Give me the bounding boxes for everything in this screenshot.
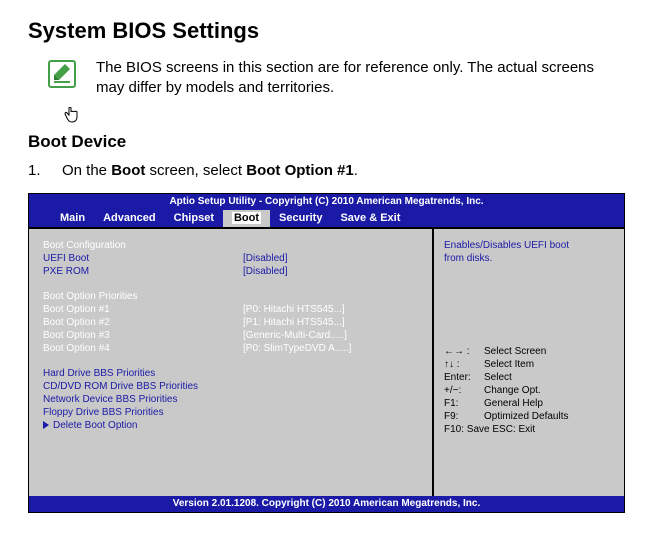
uefi-boot-label[interactable]: UEFI Boot — [43, 252, 243, 265]
step-text: On the Boot screen, select Boot Option #… — [62, 162, 624, 179]
bios-screenshot: Aptio Setup Utility - Copyright (C) 2010… — [28, 193, 625, 513]
step-bold-boot: Boot — [111, 162, 145, 179]
boot-config-head: Boot Configuration — [43, 239, 424, 252]
boot-opt-3-label[interactable]: Boot Option #3 — [43, 329, 243, 342]
key-arrows-h: ←→ : — [444, 345, 484, 358]
triangle-icon — [43, 421, 49, 429]
step-number: 1. — [28, 162, 62, 179]
boot-opt-4-label[interactable]: Boot Option #4 — [43, 342, 243, 355]
key-arrows-v-val: Select Item — [484, 358, 534, 371]
bios-tab-save-exit[interactable]: Save & Exit — [331, 210, 409, 227]
key-f9: F9: — [444, 410, 484, 423]
bios-tab-boot[interactable]: Boot — [223, 210, 270, 227]
net-bbs[interactable]: Network Device BBS Priorities — [43, 393, 424, 406]
boot-opt-1-value[interactable]: [P0: Hitachi HTS545...] — [243, 303, 345, 316]
hdd-bbs[interactable]: Hard Drive BBS Priorities — [43, 367, 424, 380]
bios-tab-main[interactable]: Main — [51, 210, 94, 227]
step-bold-option: Boot Option #1 — [246, 162, 354, 179]
floppy-bbs[interactable]: Floppy Drive BBS Priorities — [43, 406, 424, 419]
key-enter: Enter: — [444, 371, 484, 384]
bios-version-bar: Version 2.01.1208. Copyright (C) 2010 Am… — [29, 496, 624, 512]
key-arrows-v: ↑↓ : — [444, 358, 484, 371]
key-plusminus-val: Change Opt. — [484, 384, 541, 397]
bios-tab-security[interactable]: Security — [270, 210, 331, 227]
boot-opt-3-value[interactable]: [Generic-Multi-Card.....] — [243, 329, 347, 342]
help-line-1: Enables/Disables UEFI boot — [444, 239, 616, 252]
key-f1: F1: — [444, 397, 484, 410]
step-mid: screen, select — [145, 162, 246, 179]
bios-title-bar: Aptio Setup Utility - Copyright (C) 2010… — [29, 194, 624, 210]
key-f9-val: Optimized Defaults — [484, 410, 568, 423]
delete-boot-label: Delete Boot Option — [53, 420, 138, 431]
pxe-rom-label[interactable]: PXE ROM — [43, 265, 243, 278]
step-pre: On the — [62, 162, 111, 179]
key-f1-val: General Help — [484, 397, 543, 410]
note-text: The BIOS screens in this section are for… — [96, 58, 624, 99]
delete-boot-option[interactable]: Delete Boot Option — [43, 419, 424, 432]
boot-opt-1-label[interactable]: Boot Option #1 — [43, 303, 243, 316]
bios-right-pane: Enables/Disables UEFI boot from disks. ←… — [432, 229, 624, 496]
boot-opt-2-value[interactable]: [P1: Hitachi HTS545...] — [243, 316, 345, 329]
section-heading: Boot Device — [28, 132, 624, 152]
bios-menu-bar: MainAdvancedChipsetBootSecuritySave & Ex… — [29, 210, 624, 227]
bios-left-pane: Boot Configuration UEFI Boot[Disabled] P… — [29, 229, 432, 496]
boot-opt-2-label[interactable]: Boot Option #2 — [43, 316, 243, 329]
key-f10-esc: F10: Save ESC: Exit — [444, 423, 616, 436]
key-arrows-h-val: Select Screen — [484, 345, 546, 358]
uefi-boot-value[interactable]: [Disabled] — [243, 252, 287, 265]
bios-tab-chipset[interactable]: Chipset — [165, 210, 223, 227]
step-post: . — [354, 162, 358, 179]
help-line-2: from disks. — [444, 252, 616, 265]
step-1: 1. On the Boot screen, select Boot Optio… — [28, 162, 624, 179]
boot-opt-4-value[interactable]: [P0: SlimTypeDVD A.....] — [243, 342, 351, 355]
key-plusminus: +/−: — [444, 384, 484, 397]
pxe-rom-value[interactable]: [Disabled] — [243, 265, 287, 278]
hand-cursor-icon — [64, 107, 624, 128]
bios-tab-advanced[interactable]: Advanced — [94, 210, 165, 227]
note-row: The BIOS screens in this section are for… — [46, 58, 624, 99]
key-enter-val: Select — [484, 371, 512, 384]
cd-bbs[interactable]: CD/DVD ROM Drive BBS Priorities — [43, 380, 424, 393]
boot-priorities-head: Boot Option Priorities — [43, 290, 424, 303]
page-title: System BIOS Settings — [28, 18, 624, 44]
note-pencil-icon — [46, 58, 78, 90]
